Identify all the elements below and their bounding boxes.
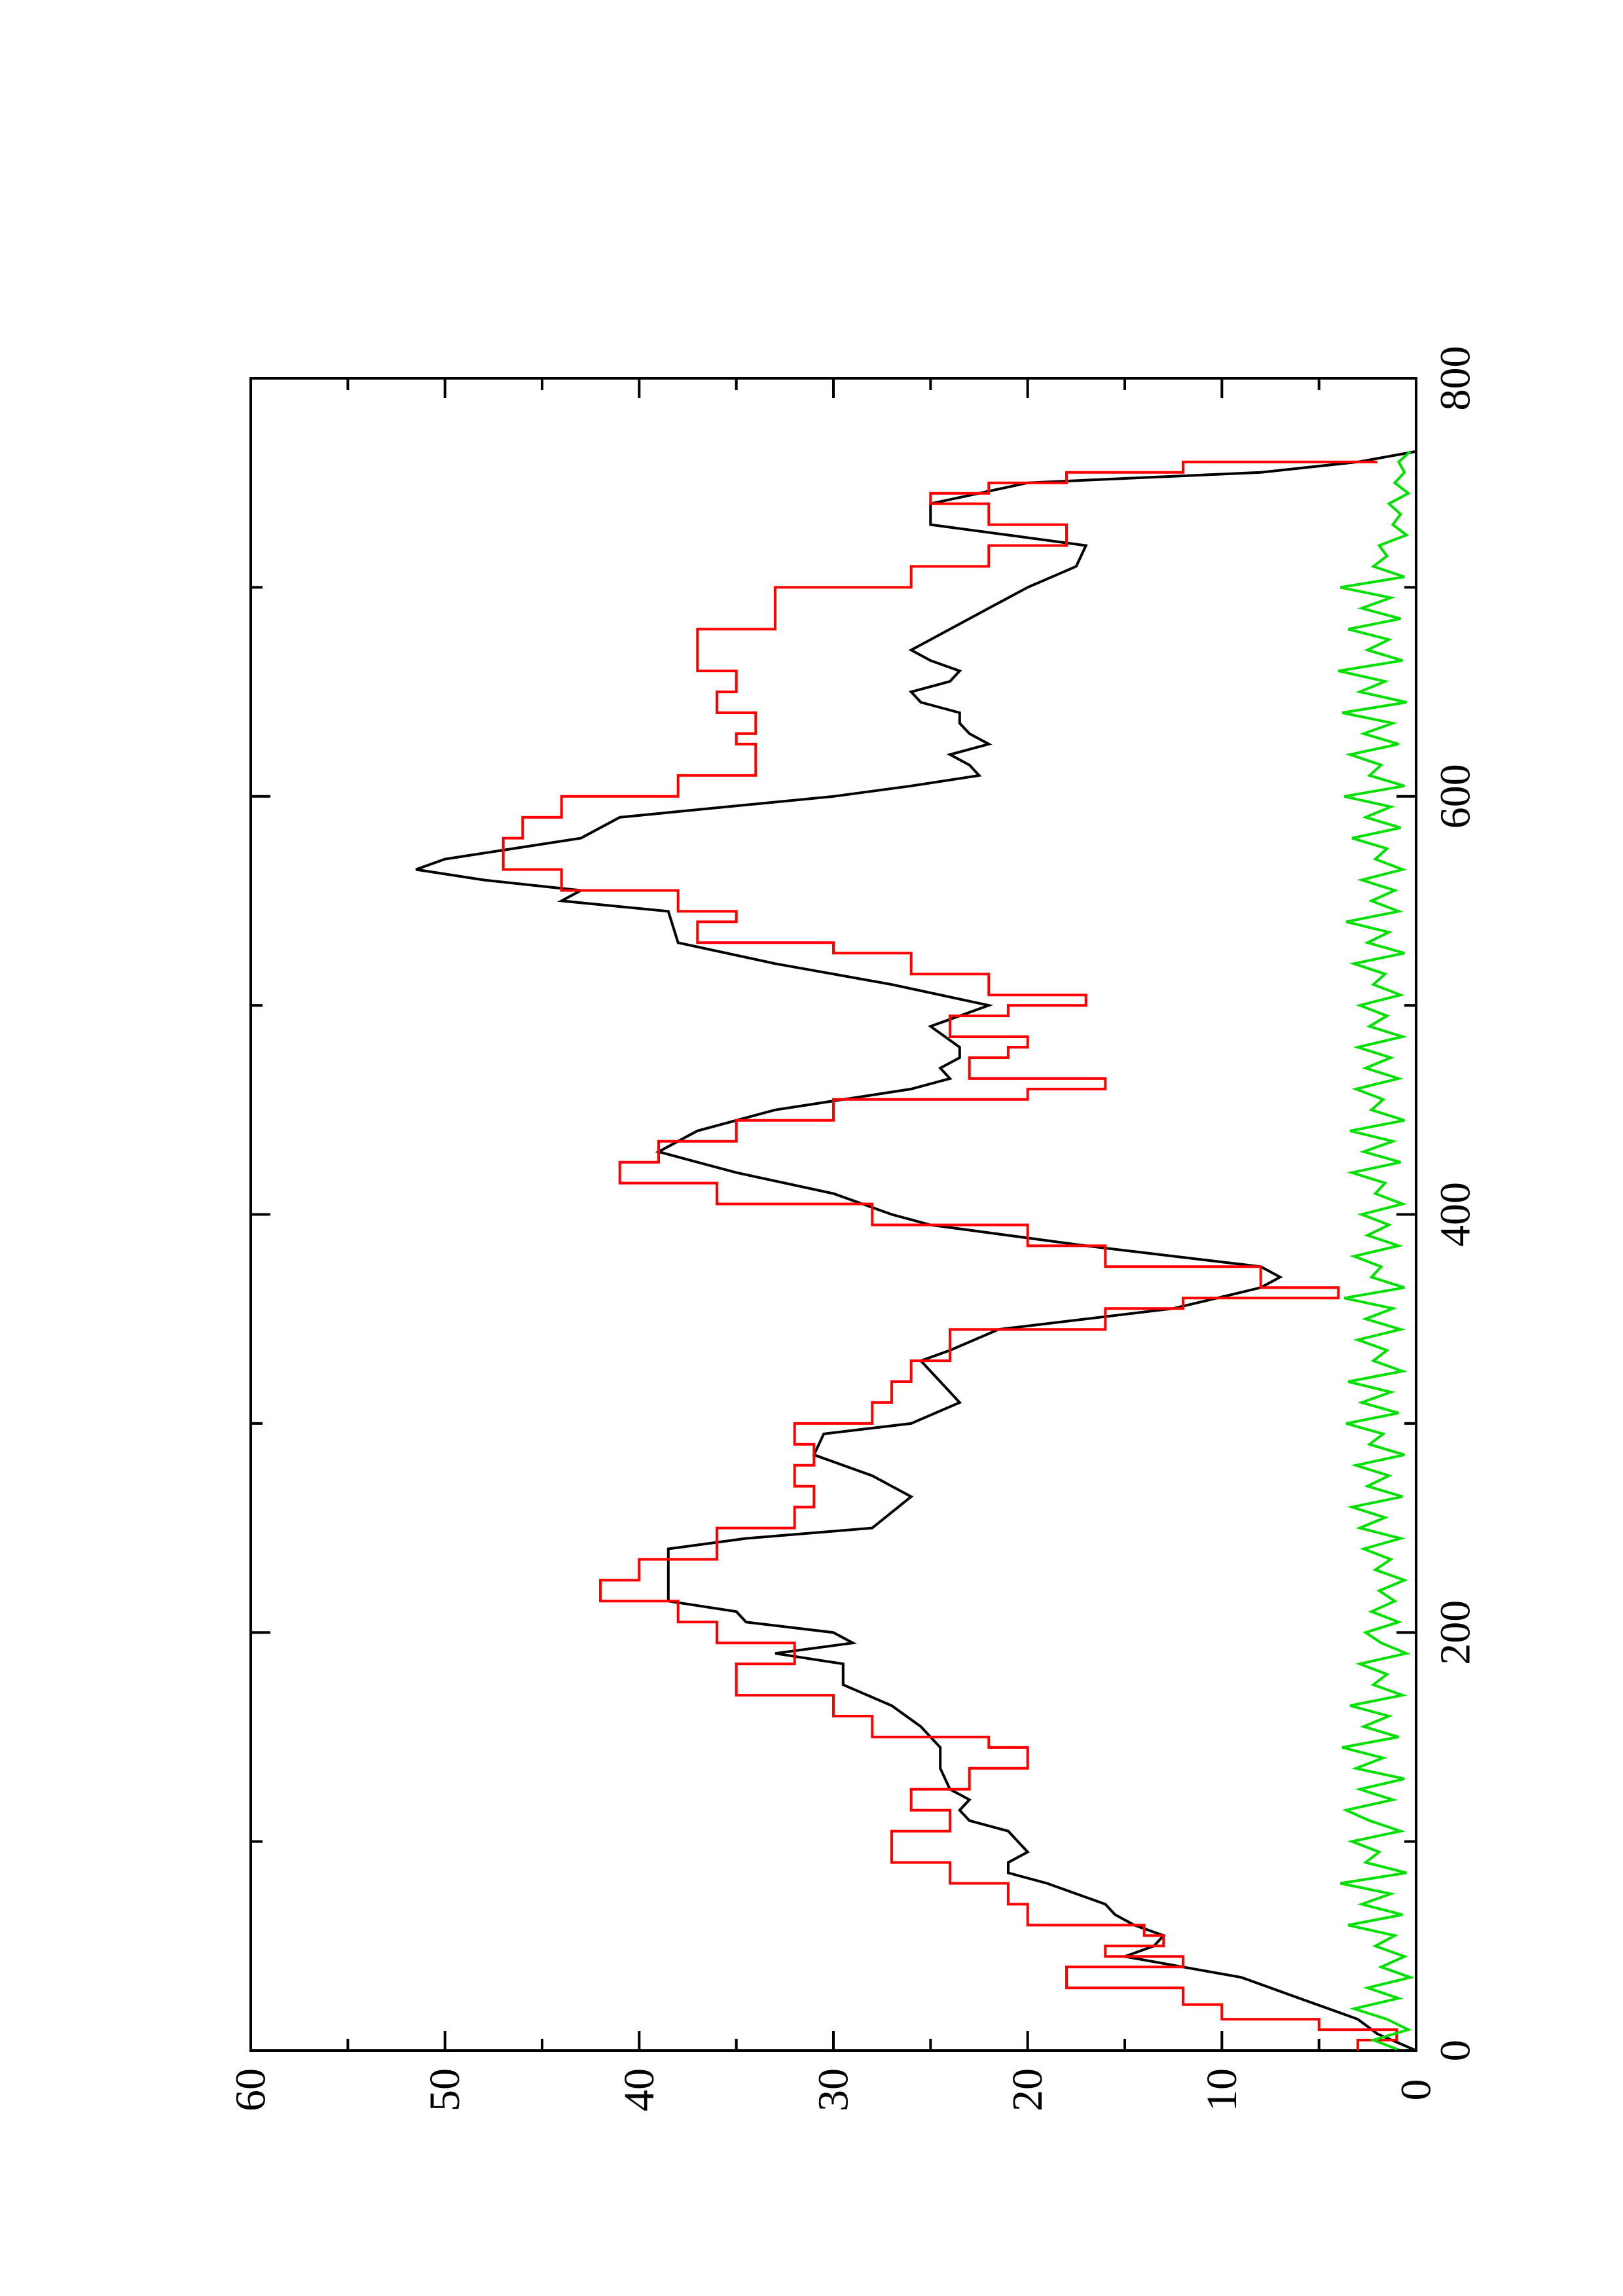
series-line-1 [415, 450, 1417, 2052]
x-tick-label: 800 [1432, 346, 1480, 411]
x-tick-label: 0 [1432, 2040, 1480, 2062]
y-tick-label: 20 [1004, 2068, 1051, 2111]
labels-layer: 0 200 400 600 800 0 10 20 30 40 50 60 [227, 346, 1480, 2112]
x-tick-label: 200 [1432, 1600, 1480, 1665]
x-tick-label: 400 [1432, 1182, 1480, 1247]
y-tick-label: 10 [1198, 2068, 1246, 2111]
x-tick-label: 600 [1432, 764, 1480, 829]
plot-area: 0 200 400 600 800 0 10 20 30 40 50 60 [227, 346, 1480, 2112]
ticks-layer [249, 377, 1417, 2052]
y-tick-label: 40 [615, 2068, 663, 2111]
series-line-2 [501, 460, 1398, 2051]
y-tick-label: 30 [810, 2068, 858, 2111]
y-tick-label: 60 [227, 2068, 275, 2111]
series-line-3 [1338, 450, 1415, 2052]
series-layer [415, 450, 1417, 2052]
y-tick-label: 0 [1393, 2079, 1440, 2101]
y-tick-label: 50 [421, 2068, 469, 2111]
